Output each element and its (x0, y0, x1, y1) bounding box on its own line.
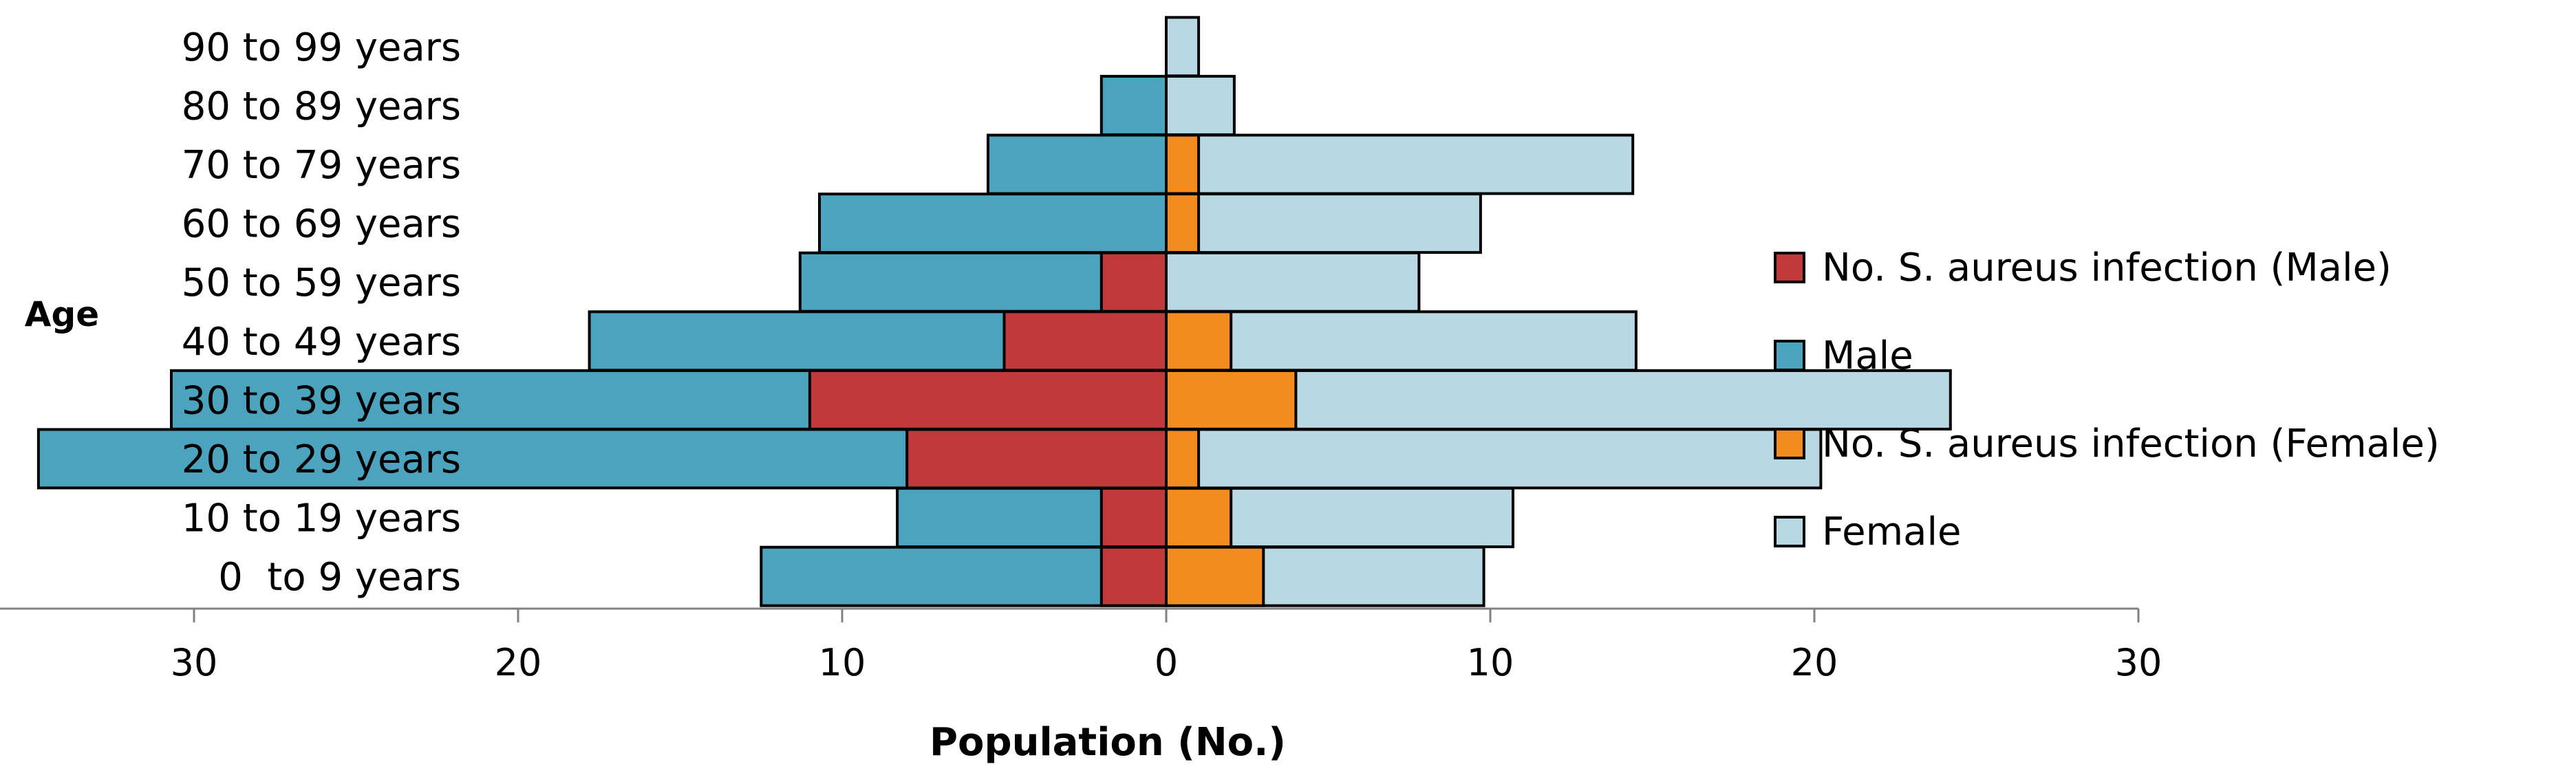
category-label: 0 to 9 years (218, 555, 461, 600)
bar-no-s-aureus-infection-female-2 (1165, 428, 1201, 490)
bar-no-s-aureus-infection-female-4 (1165, 310, 1233, 372)
legend-swatch (1774, 252, 1805, 283)
legend-swatch (1774, 340, 1805, 371)
x-tick-label: 10 (1467, 641, 1514, 684)
bar-female-4 (1165, 310, 1638, 372)
category-label: 80 to 89 years (182, 84, 461, 129)
legend-swatch (1774, 516, 1805, 547)
legend-swatch (1774, 428, 1805, 459)
bars-layer (36, 16, 1952, 607)
x-tick-label: 0 (1155, 641, 1178, 684)
bar-no-s-aureus-infection-female-6 (1165, 193, 1201, 254)
legend-item: Female (1774, 510, 1961, 554)
bar-no-s-aureus-infection-female-7 (1165, 133, 1201, 195)
legend-label: Male (1822, 334, 1913, 378)
bar-no-s-aureus-infection-male-4 (1002, 310, 1168, 372)
x-tick-label: 30 (171, 641, 218, 684)
category-label: 40 to 49 years (182, 320, 461, 364)
x-tick-label: 20 (495, 641, 542, 684)
category-label: 30 to 39 years (182, 378, 461, 423)
y-axis-title: Age (25, 294, 99, 334)
bar-male-7 (987, 133, 1168, 195)
category-label: 20 to 29 years (182, 437, 461, 482)
category-label: 10 to 19 years (182, 497, 461, 541)
bar-no-s-aureus-infection-male-1 (1099, 487, 1168, 549)
legend-label: No. S. aureus infection (Female) (1822, 422, 2440, 466)
bar-no-s-aureus-infection-female-1 (1165, 487, 1233, 549)
bar-female-7 (1165, 133, 1635, 195)
category-label: 50 to 59 years (182, 261, 461, 305)
bar-no-s-aureus-infection-male-0 (1099, 545, 1168, 607)
legend-item: Male (1774, 334, 1913, 378)
bar-male-6 (818, 193, 1168, 254)
bar-no-s-aureus-infection-male-2 (905, 428, 1168, 490)
category-label: 90 to 99 years (182, 25, 461, 70)
x-tick-label: 20 (1791, 641, 1838, 684)
bar-female-5 (1165, 251, 1421, 313)
category-labels: 0 to 9 years 10 to 19 years 20 to 29 years… (182, 25, 461, 600)
legend-label: Female (1822, 510, 1961, 554)
bar-no-s-aureus-infection-female-0 (1165, 545, 1265, 607)
x-tick-label: 30 (2115, 641, 2162, 684)
bar-no-s-aureus-infection-male-3 (808, 369, 1168, 431)
bar-male-8 (1099, 74, 1168, 136)
x-axis: 403020100102030 (0, 607, 2162, 684)
category-label: 70 to 79 years (182, 143, 461, 188)
bar-female-6 (1165, 193, 1482, 254)
legend-label: No. S. aureus infection (Male) (1822, 246, 2392, 290)
legend-item: No. S. aureus infection (Female) (1774, 422, 2440, 466)
bar-no-s-aureus-infection-male-5 (1099, 251, 1168, 313)
bar-female-8 (1165, 74, 1236, 136)
bar-female-9 (1165, 16, 1201, 78)
legend-item: No. S. aureus infection (Male) (1774, 246, 2392, 290)
bar-male-0 (760, 545, 1168, 607)
bar-no-s-aureus-infection-female-3 (1165, 369, 1298, 431)
bar-female-2 (1165, 428, 1823, 490)
x-axis-title: Population (No.) (930, 720, 1286, 765)
legend: No. S. aureus infection (Male) Male No. S.… (1774, 246, 2440, 554)
category-label: 60 to 69 years (182, 202, 461, 247)
x-tick-label: 10 (819, 641, 866, 684)
